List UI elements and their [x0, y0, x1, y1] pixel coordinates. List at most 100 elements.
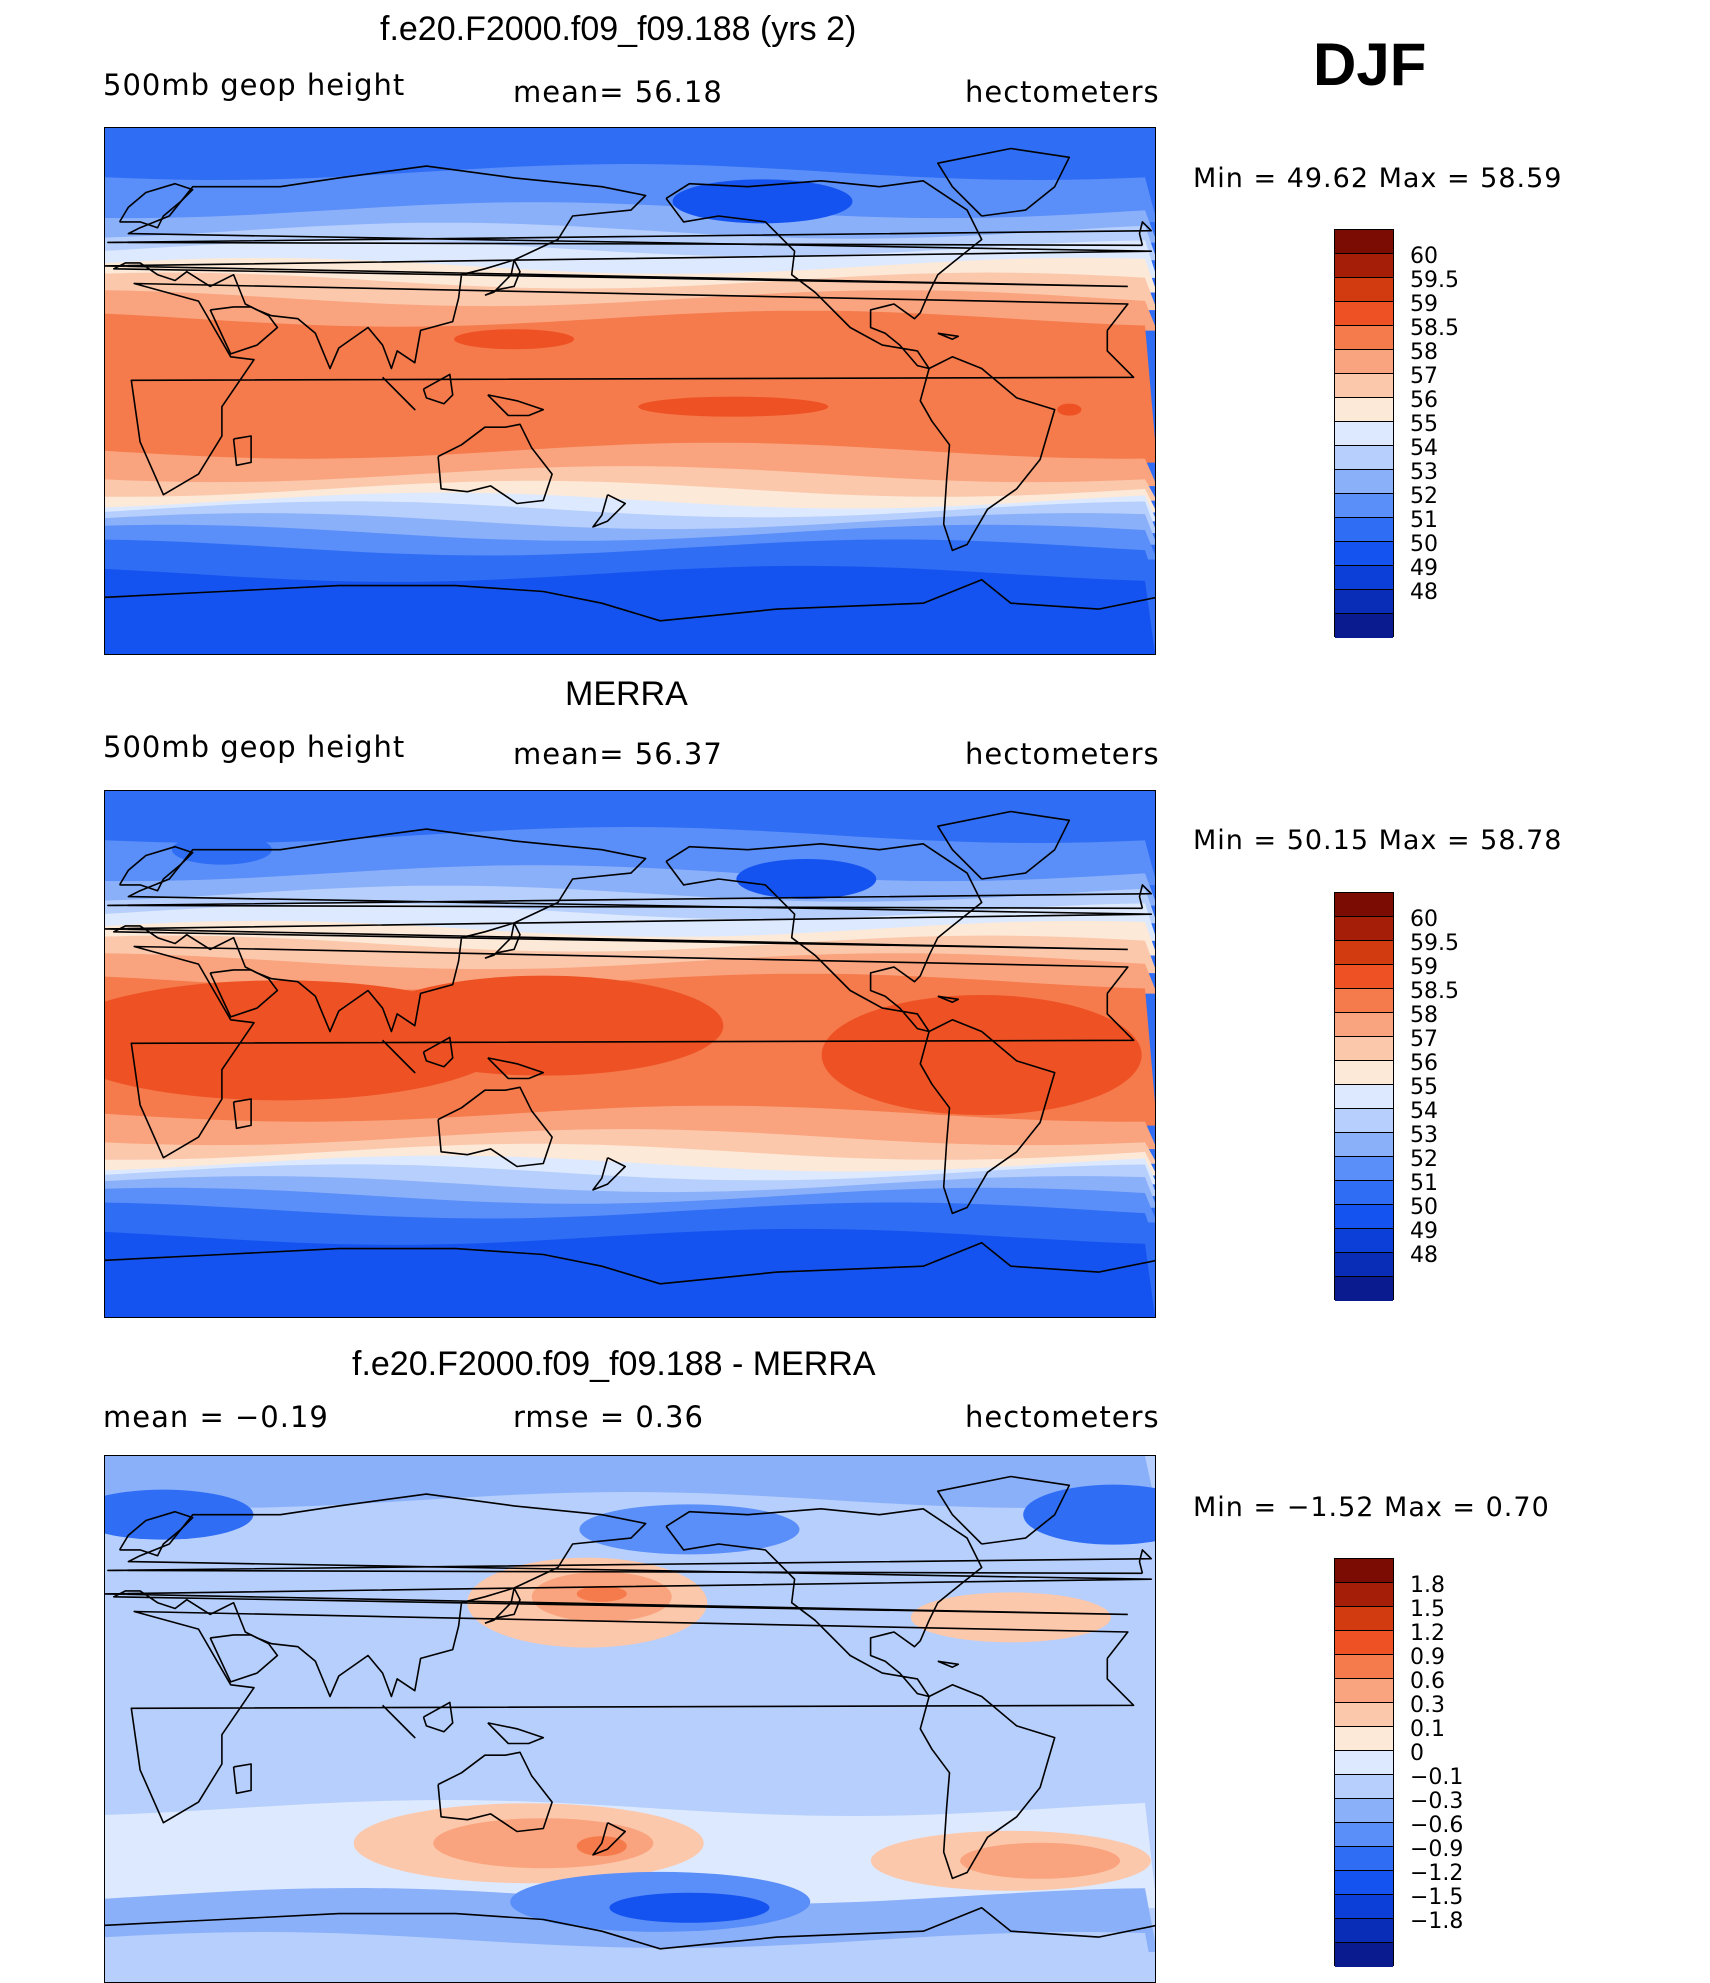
- colorbar-swatch: [1335, 1133, 1393, 1157]
- panel-3-rmse-label: rmse = 0.36: [513, 1400, 704, 1434]
- contour-blob: [672, 179, 853, 224]
- contour-blob: [576, 1585, 627, 1602]
- contour-band: [105, 310, 1155, 463]
- coastline: [937, 147, 1071, 217]
- colorbar-tick-label: −1.2: [1410, 1861, 1464, 1886]
- panel-2-mean-label: mean= 56.37: [513, 737, 723, 771]
- colorbar-swatch: [1335, 893, 1393, 917]
- contour-band: [105, 1105, 1155, 1150]
- colorbar-tick-label: −0.1: [1410, 1765, 1464, 1790]
- contour-blob: [576, 1836, 627, 1857]
- coastline: [105, 1906, 1155, 1950]
- coastline: [209, 969, 279, 1018]
- colorbar-tick-label: 57: [1410, 1027, 1438, 1052]
- panel-1-units-label: hectometers: [965, 75, 1160, 109]
- contour-blob: [454, 329, 575, 350]
- colorbar-tick-label: 50: [1410, 1195, 1438, 1220]
- coastline: [130, 282, 1135, 496]
- colorbar-swatch: [1335, 1607, 1393, 1631]
- coastline: [937, 1475, 1071, 1545]
- colorbar-tick-label: 0.1: [1410, 1717, 1445, 1742]
- colorbar-tick-label: 1.5: [1410, 1597, 1445, 1622]
- colorbar-swatch: [1335, 398, 1393, 422]
- contour-band: [105, 442, 1155, 487]
- colorbar-tick-label: 58.5: [1410, 979, 1459, 1004]
- colorbar-swatch: [1335, 1277, 1393, 1301]
- colorbar-swatches: [1334, 892, 1394, 1301]
- coastline: [919, 1684, 1056, 1880]
- colorbar-swatch: [1335, 374, 1393, 398]
- colorbar-swatch: [1335, 470, 1393, 494]
- colorbar-swatch: [1335, 1559, 1393, 1583]
- coastline: [437, 1086, 553, 1168]
- coastline: [484, 922, 521, 959]
- panel-1-variable-label: 500mb geop height: [103, 68, 406, 102]
- colorbar-swatch: [1335, 1775, 1393, 1799]
- colorbar-swatch: [1335, 1655, 1393, 1679]
- colorbar-tick-label: 53: [1410, 1123, 1438, 1148]
- coastline: [232, 1098, 252, 1130]
- coastline: [919, 1019, 1056, 1215]
- colorbar-tick-label: 55: [1410, 412, 1438, 437]
- colorbar-swatch: [1335, 1703, 1393, 1727]
- coastline: [937, 1660, 960, 1668]
- coastline: [130, 945, 1135, 1159]
- contour-blob: [736, 859, 877, 899]
- coastline: [937, 995, 960, 1003]
- colorbar-swatch: [1335, 326, 1393, 350]
- colorbar-tick-label: 48: [1410, 1243, 1438, 1268]
- panel-2-min-max: Min = 50.15 Max = 58.78: [1193, 825, 1563, 856]
- panel-1-map: [104, 127, 1156, 655]
- coastline: [105, 828, 1152, 1033]
- colorbar-swatch: [1335, 1583, 1393, 1607]
- colorbar-swatch: [1335, 590, 1393, 614]
- colorbar-tick-label: 55: [1410, 1075, 1438, 1100]
- colorbar-tick-label: 56: [1410, 1051, 1438, 1076]
- colorbar-swatch: [1335, 1085, 1393, 1109]
- colorbar-tick-label: 58.5: [1410, 316, 1459, 341]
- colorbar-swatch: [1335, 1229, 1393, 1253]
- coastline: [209, 1634, 279, 1683]
- coastline: [107, 1549, 1152, 1575]
- colorbar-tick-label: 51: [1410, 508, 1438, 533]
- colorbar-tick-label: 60: [1410, 244, 1438, 269]
- coastline: [665, 1508, 983, 1698]
- colorbar-swatch: [1335, 1013, 1393, 1037]
- coastline: [382, 1704, 416, 1739]
- colorbar-swatch: [1335, 989, 1393, 1013]
- coastline: [130, 1610, 1135, 1824]
- colorbar-swatch: [1335, 1919, 1393, 1943]
- colorbar-swatch: [1335, 302, 1393, 326]
- panel-3-units-label: hectometers: [965, 1400, 1160, 1434]
- coastline: [118, 182, 194, 229]
- colorbar-swatch: [1335, 1037, 1393, 1061]
- colorbar-tick-label: −0.3: [1410, 1789, 1464, 1814]
- colorbar-swatch: [1335, 917, 1393, 941]
- coastline: [484, 1587, 521, 1624]
- colorbar-swatch: [1335, 1679, 1393, 1703]
- colorbar-tick-label: 59: [1410, 955, 1438, 980]
- contour-blob: [609, 1892, 770, 1923]
- colorbar-tick-label: −1.8: [1410, 1909, 1464, 1934]
- contour-blob: [511, 587, 751, 620]
- contour-blob: [105, 1489, 254, 1540]
- coastline: [437, 1751, 553, 1833]
- coastline: [487, 394, 545, 417]
- contour-band: [105, 1228, 1155, 1317]
- coastline: [937, 810, 1071, 880]
- coastline: [487, 1057, 545, 1080]
- coastline: [209, 306, 279, 355]
- coastline: [107, 221, 1152, 247]
- colorbar-swatch: [1335, 230, 1393, 254]
- coastline: [919, 356, 1056, 552]
- colorbar-swatch: [1335, 494, 1393, 518]
- coastline: [105, 165, 1152, 370]
- colorbar-swatch: [1335, 614, 1393, 638]
- colorbar-tick-label: −0.9: [1410, 1837, 1464, 1862]
- colorbar-tick-label: 1.2: [1410, 1621, 1445, 1646]
- coastline: [118, 1510, 194, 1557]
- colorbar-tick-label: 57: [1410, 364, 1438, 389]
- colorbar-tick-label: 0.9: [1410, 1645, 1445, 1670]
- colorbar-swatch: [1335, 1895, 1393, 1919]
- colorbar-tick-label: 59: [1410, 292, 1438, 317]
